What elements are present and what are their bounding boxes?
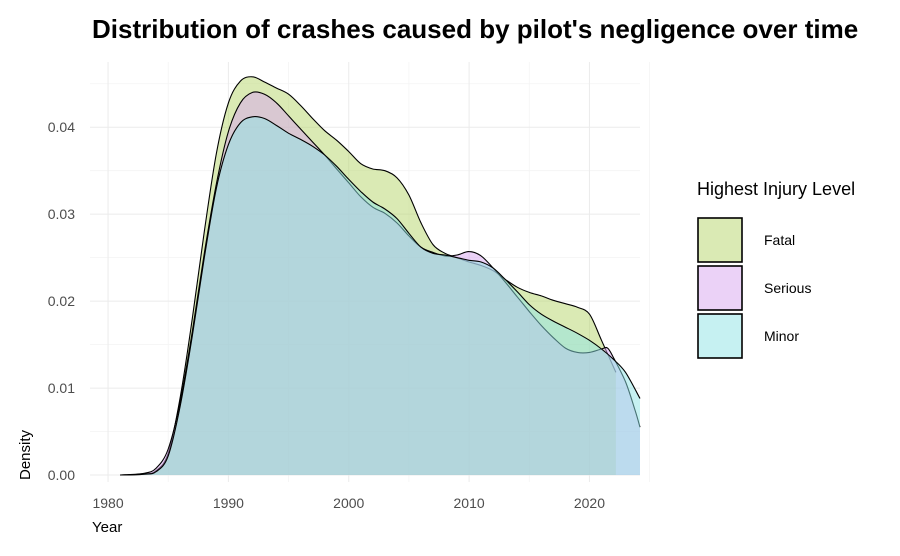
- y-tick-label: 0.00: [48, 467, 75, 483]
- density-area-minor: [120, 116, 641, 476]
- x-tick-label: 2010: [454, 495, 485, 511]
- legend-swatch-serious: [697, 265, 743, 311]
- legend-label-fatal: Fatal: [764, 232, 795, 248]
- y-axis-ticks: 0.00 0.01 0.02 0.03 0.04: [48, 119, 75, 483]
- x-axis-title: Year: [92, 519, 122, 536]
- legend-swatch-minor: [697, 313, 743, 359]
- x-tick-label: 1980: [92, 495, 123, 511]
- density-areas: [120, 76, 641, 476]
- legend-label-minor: Minor: [764, 328, 799, 344]
- density-outline-fatal: [120, 76, 617, 476]
- x-tick-label: 2020: [574, 495, 605, 511]
- y-axis-title: Density: [17, 429, 34, 480]
- x-tick-label: 1990: [213, 495, 244, 511]
- chart-title: Distribution of crashes caused by pilot'…: [92, 14, 858, 44]
- x-tick-label: 2000: [333, 495, 364, 511]
- legend-label-serious: Serious: [764, 280, 811, 296]
- density-outline-minor: [120, 116, 641, 476]
- legend-title: Highest Injury Level: [697, 179, 855, 199]
- legend-swatch-fatal: [697, 217, 743, 263]
- y-tick-label: 0.04: [48, 119, 75, 135]
- legend: Highest Injury Level Fatal Serious Minor: [697, 179, 855, 359]
- y-tick-label: 0.02: [48, 293, 75, 309]
- x-axis-ticks: 1980 1990 2000 2010 2020: [92, 495, 605, 511]
- y-tick-label: 0.03: [48, 206, 75, 222]
- y-tick-label: 0.01: [48, 380, 75, 396]
